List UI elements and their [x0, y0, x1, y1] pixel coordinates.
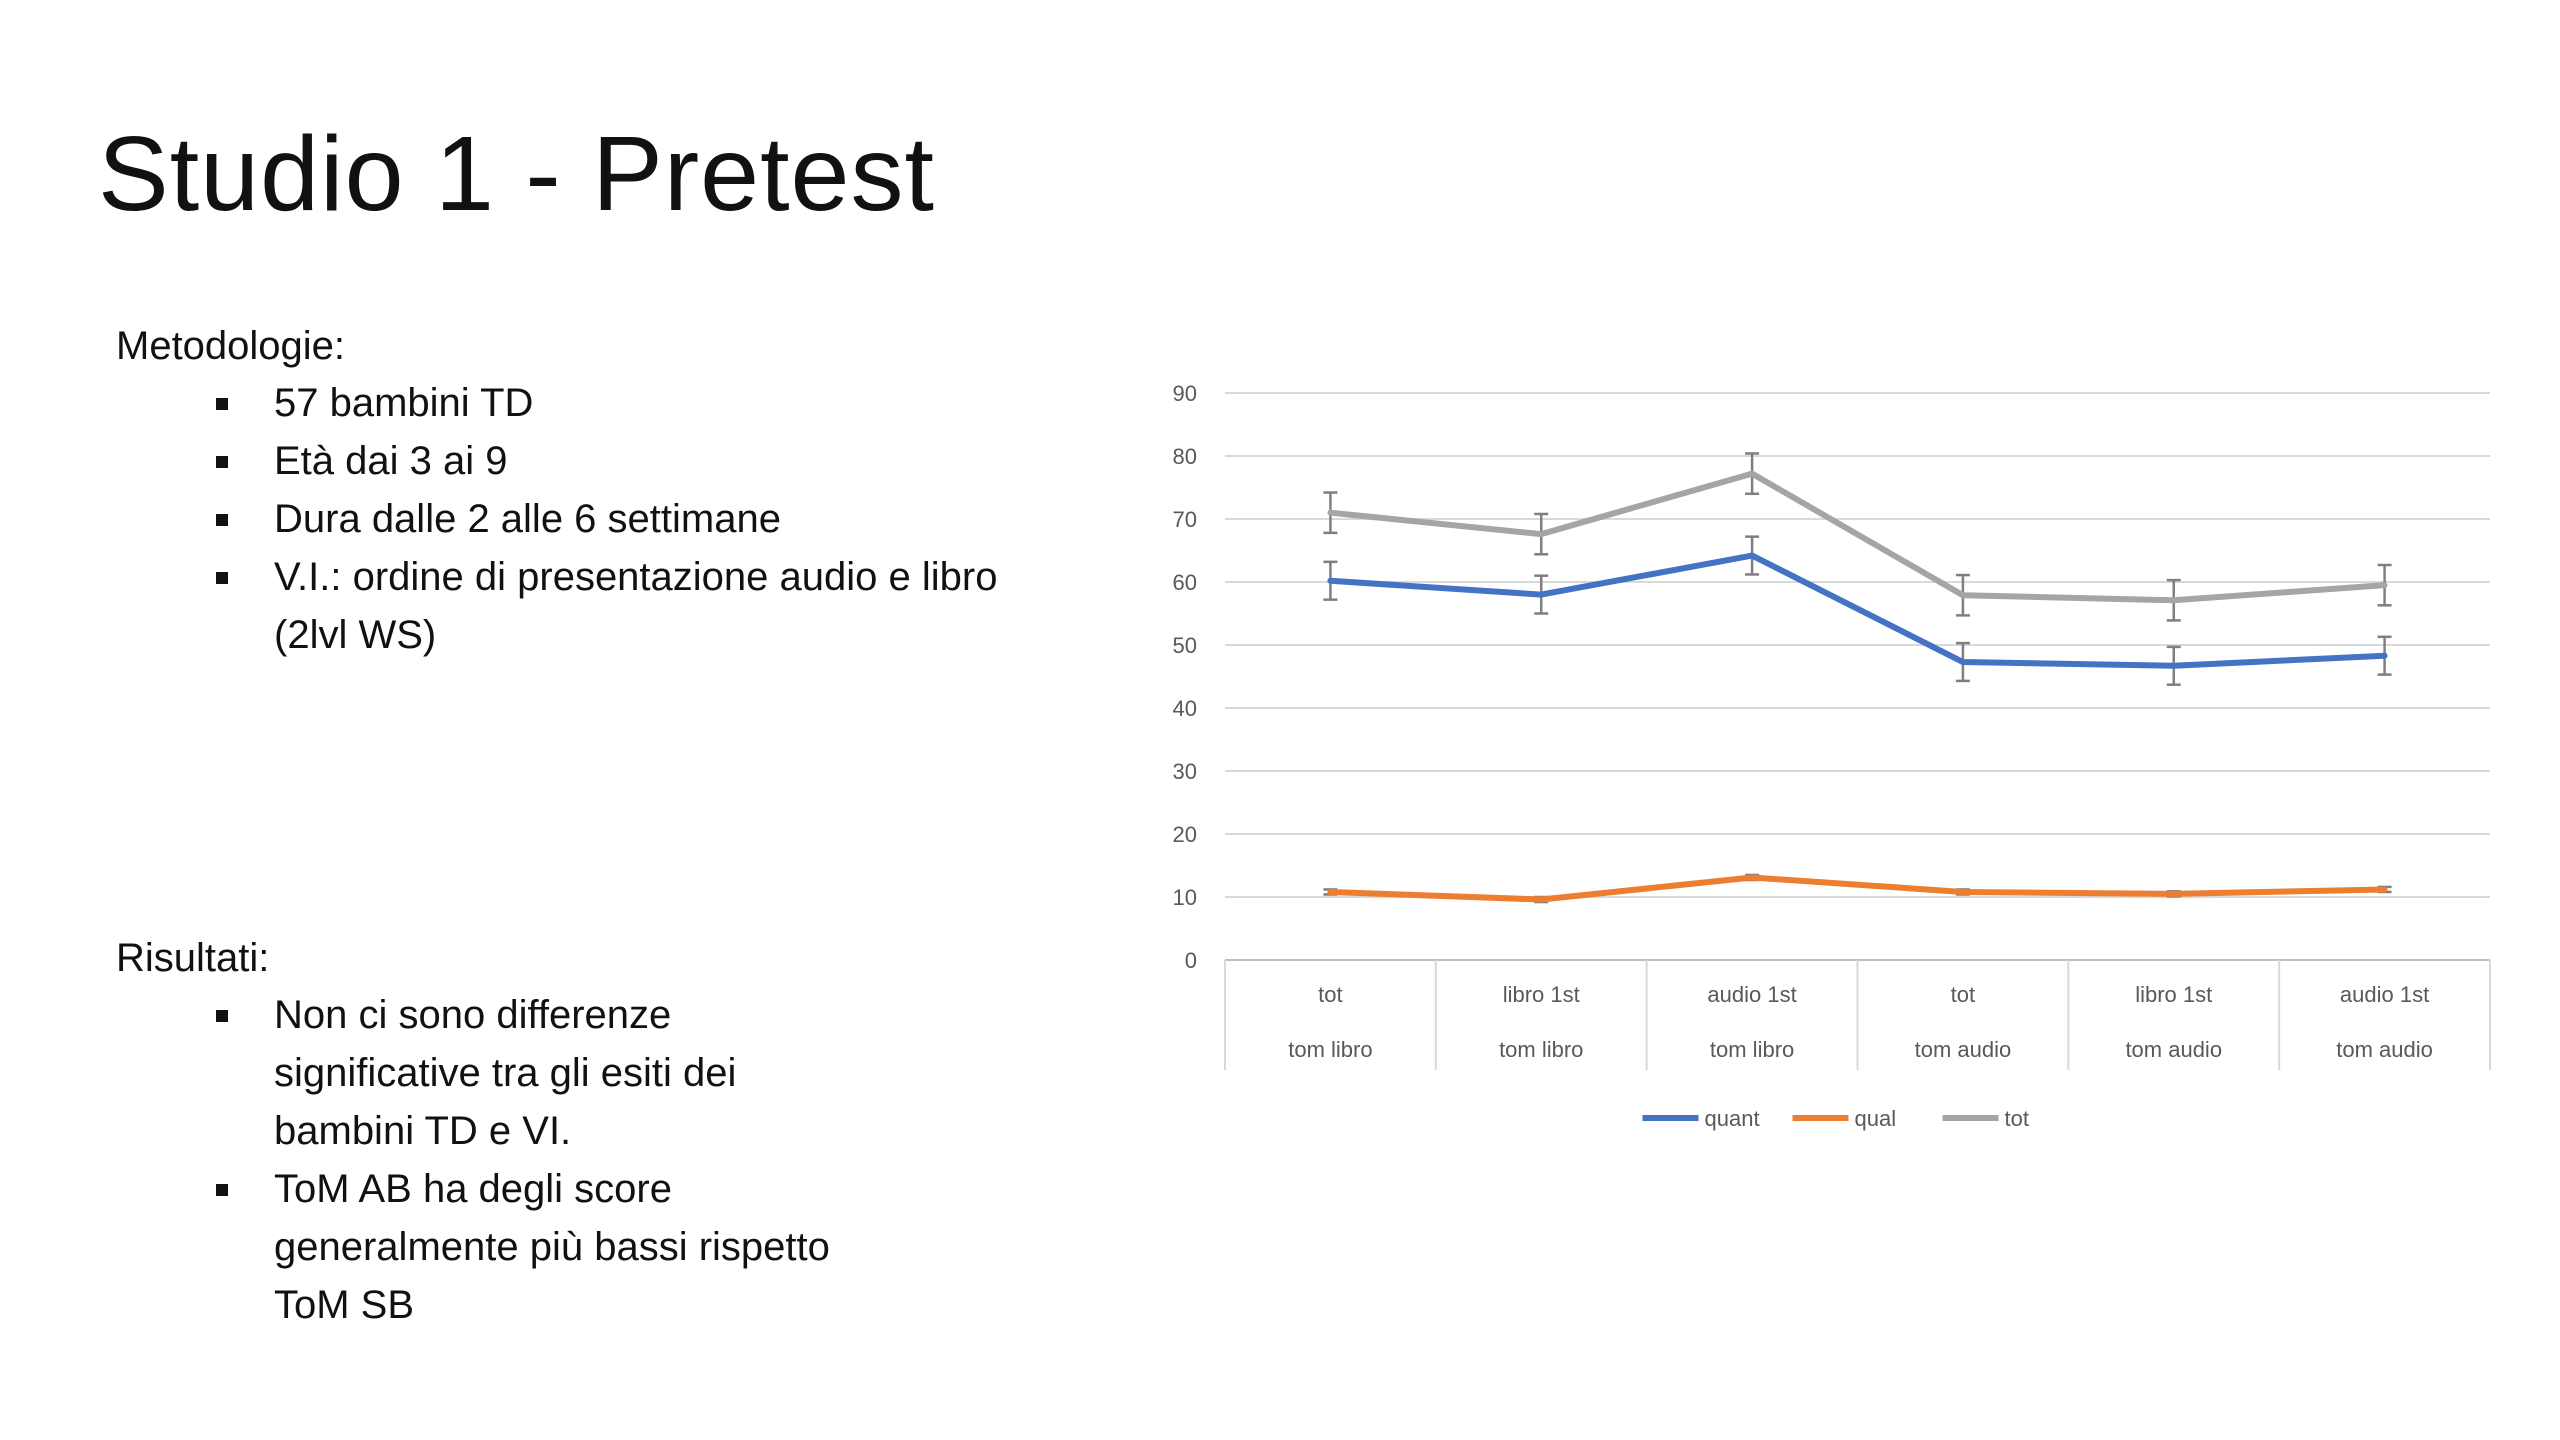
results-item: Non ci sono differenze significative tra…: [212, 986, 852, 1160]
y-tick-label: 50: [1173, 633, 1197, 658]
x-group-label: tom libro: [1499, 1037, 1583, 1062]
legend-label: qual: [1855, 1106, 1897, 1131]
results-item: ToM AB ha degli score generalmente più b…: [212, 1160, 852, 1334]
y-tick-label: 0: [1185, 948, 1197, 973]
x-group-label: tom libro: [1710, 1037, 1794, 1062]
series-line-qual: [1327, 874, 2388, 903]
y-tick-label: 10: [1173, 885, 1197, 910]
methods-item: 57 bambini TD: [212, 374, 1032, 432]
x-tick-label: tot: [1951, 982, 1975, 1007]
methods-heading: Metodologie:: [116, 324, 346, 368]
series-line-tot: [1327, 470, 2388, 604]
methods-item: Età dai 3 ai 9: [212, 432, 1032, 490]
bullet-square-icon: [216, 1184, 228, 1196]
y-tick-label: 20: [1173, 822, 1197, 847]
chart-svg: 0 10 20 30 40 50 60 70 80 90 tot tom libro libro 1st…: [1173, 381, 2491, 1131]
results-list: Non ci sono differenze significative tra…: [212, 986, 852, 1334]
y-tick-label: 90: [1173, 381, 1197, 406]
x-group-label: tom libro: [1288, 1037, 1372, 1062]
methods-item: V.I.: ordine di presentazione audio e li…: [212, 548, 1032, 664]
methods-list: 57 bambini TD Età dai 3 ai 9 Dura dalle …: [212, 374, 1032, 664]
y-tick-label: 60: [1173, 570, 1197, 595]
y-tick-label: 30: [1173, 759, 1197, 784]
methods-item-text: 57 bambini TD: [274, 381, 534, 425]
x-tick-label: audio 1st: [2340, 982, 2429, 1007]
methods-item-text: Età dai 3 ai 9: [274, 439, 508, 483]
slide-title: Studio 1 - Pretest: [98, 115, 935, 233]
x-group-label: tom audio: [2336, 1037, 2433, 1062]
line-chart: 0 10 20 30 40 50 60 70 80 90 tot tom libro libro 1st…: [1140, 360, 2540, 1160]
series-line-quant: [1327, 552, 2388, 669]
x-tick-label: audio 1st: [1707, 982, 1796, 1007]
methods-item-text: Dura dalle 2 alle 6 settimane: [274, 497, 781, 541]
methods-item: Dura dalle 2 alle 6 settimane: [212, 490, 1032, 548]
x-group-label: tom audio: [1915, 1037, 2012, 1062]
results-item-text: Non ci sono differenze significative tra…: [274, 993, 737, 1153]
y-tick-label: 70: [1173, 507, 1197, 532]
x-tick-label: tot: [1318, 982, 1342, 1007]
bullet-square-icon: [216, 1010, 228, 1022]
y-tick-label: 80: [1173, 444, 1197, 469]
bullet-square-icon: [216, 398, 228, 410]
legend-label: quant: [1705, 1106, 1760, 1131]
bullet-square-icon: [216, 456, 228, 468]
y-tick-label: 40: [1173, 696, 1197, 721]
bullet-square-icon: [216, 514, 228, 526]
x-tick-label: libro 1st: [1503, 982, 1580, 1007]
methods-item-text: V.I.: ordine di presentazione audio e li…: [274, 555, 998, 657]
legend-label: tot: [2005, 1106, 2029, 1131]
results-heading: Risultati:: [116, 936, 270, 980]
bullet-square-icon: [216, 572, 228, 584]
x-tick-label: libro 1st: [2135, 982, 2212, 1007]
x-group-label: tom audio: [2125, 1037, 2222, 1062]
results-item-text: ToM AB ha degli score generalmente più b…: [274, 1167, 830, 1327]
